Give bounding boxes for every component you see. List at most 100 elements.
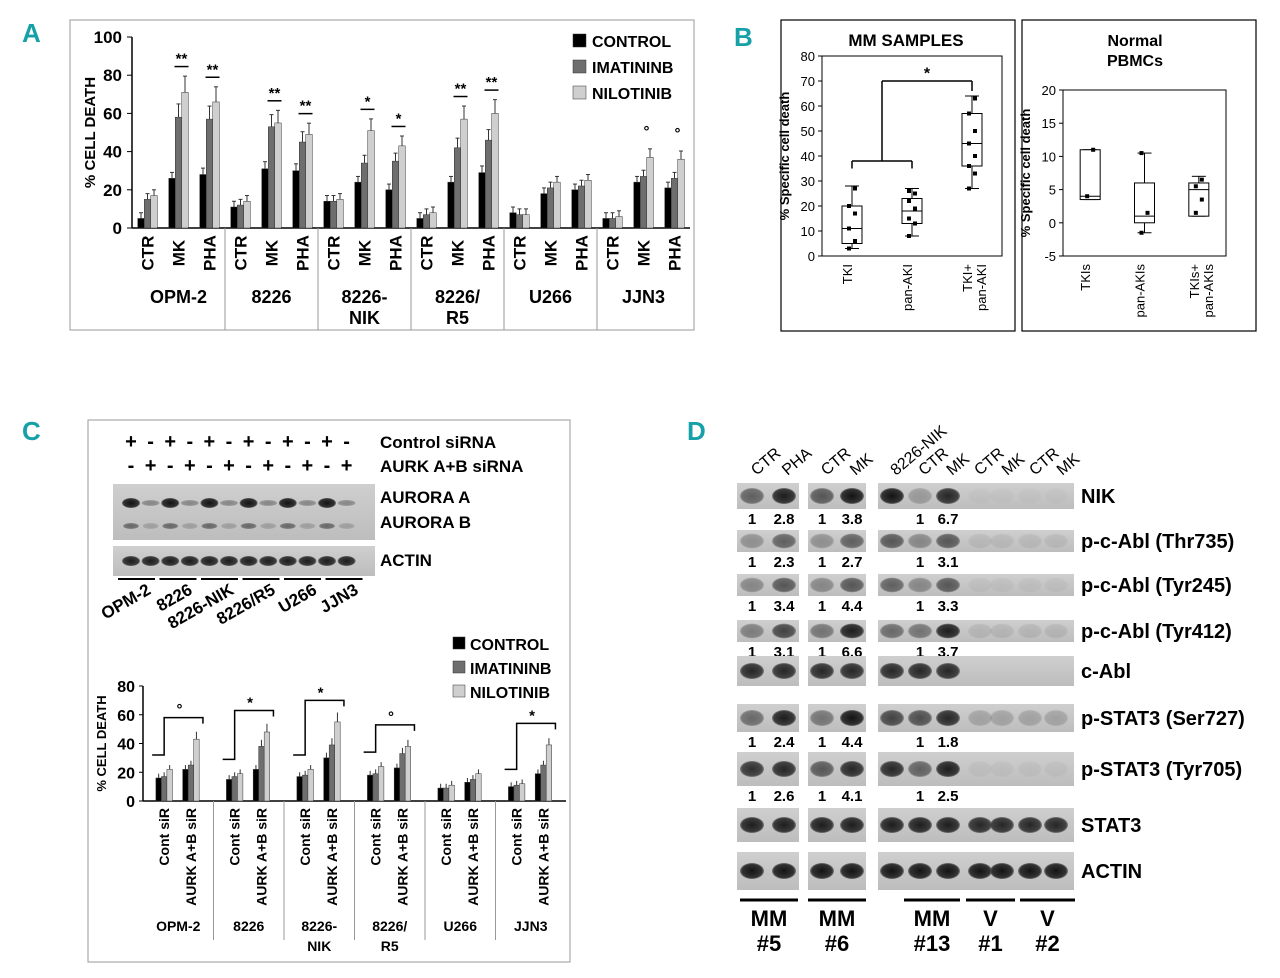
band-actin [122,556,140,566]
b-left-x-label: TKI+ [960,264,975,292]
control-sirna-label: Control siRNA [380,433,496,452]
a-bar [367,130,375,229]
blot-band [740,488,764,504]
band-actin [239,556,258,566]
quantification-value: 1 [818,554,826,571]
a-bar [584,180,592,229]
a-bar [261,168,269,229]
c-bar [393,767,400,802]
c-bar-label: Cont siR [297,808,313,866]
blot-band [990,863,1014,879]
c-bar [302,774,309,802]
blot-band [990,710,1014,726]
panel-b-box-plots: MM SAMPLES Normal PBMCs 0102030405060708… [777,19,1257,332]
blot-band [990,817,1014,833]
blot-band [772,710,796,726]
c-bar-label: Cont siR [156,808,172,866]
a-y-tick-label: 0 [113,219,122,238]
control-sirna-sign: - [186,431,193,453]
a-bar [385,189,393,229]
a-bar [553,181,561,229]
b-left-point [907,189,911,193]
blot-band [880,817,904,833]
a-bar [361,162,368,229]
band-actin [318,556,336,566]
blot-band [990,761,1014,777]
blot-band [1018,761,1042,777]
a-bar [330,201,337,229]
blot-band [968,710,992,726]
control-sirna-sign: + [282,431,294,453]
a-bar-label: MK [170,239,189,266]
c-bar [187,764,194,802]
a-bar [199,174,207,229]
a-legend-label: NILOTINIB [592,86,672,103]
c-bar [237,773,244,802]
blot-band [936,710,960,726]
b-left-point [847,226,851,231]
quantification-value: 3.8 [842,511,863,528]
a-y-tick-label: 60 [103,104,122,123]
b-left-point [853,186,857,191]
blot-band [1044,863,1068,879]
sample-label-line1: V [1040,906,1055,931]
b-left-y-tick-label: 30 [801,174,815,189]
a-bar-label: CTR [604,236,623,271]
a-bar [454,147,461,229]
blot-band [772,761,796,777]
blot-band [968,863,992,879]
c-bar-label: AURK A+B siR [183,808,199,906]
a-bar [336,199,344,229]
blot-band [936,623,960,639]
b-right-box [1188,182,1210,217]
c-sig-bracket [222,709,275,761]
blot-band [772,488,796,504]
b-left-point [913,191,917,196]
b-left-y-tick-label: 80 [801,49,815,64]
b-left-box [841,205,863,244]
blot-band [1044,577,1068,593]
blot-band [772,577,796,593]
band-actin [298,556,317,566]
sample-label-line1: V [983,906,998,931]
band-aurora-a [220,500,238,506]
blot-band [990,533,1014,549]
b-left-point [973,96,977,101]
b-left-x-label: TKI [840,264,855,284]
blot-band [1018,488,1042,504]
blot-band [740,761,764,777]
b-left-point [973,154,977,158]
c-legend-swatch [452,636,466,650]
a-bar [540,193,548,229]
b-right-point [1139,151,1144,156]
c-bar [437,787,444,802]
blot-band [880,577,904,593]
b-left-y-tick-label: 20 [801,199,815,214]
blot-band [936,761,960,777]
band-actin [141,556,160,566]
quantification-value: 2.4 [774,734,796,751]
blot-band [772,817,796,833]
quantification-value: 3.3 [938,598,959,615]
band-actin [161,556,180,566]
blot-band [936,488,960,504]
a-sig-marker: ° [644,123,650,140]
c-bar [508,786,515,802]
a-bar [429,212,437,229]
quantification-value: 1 [748,598,756,615]
a-group-label: 8226- [341,287,387,307]
quantification-value: 1 [818,644,826,661]
a-bar [646,157,654,229]
blot-band [840,863,864,879]
c-bar [378,766,385,802]
band-actin [200,556,219,566]
b-sig-marker: * [924,66,931,83]
sample-label-line2: #5 [757,931,781,956]
blot-band [936,863,960,879]
band-aurora-a [259,500,278,506]
c-bar [155,777,162,802]
blot-band [880,488,904,504]
a-bar [181,92,189,229]
blot-band [908,488,932,504]
